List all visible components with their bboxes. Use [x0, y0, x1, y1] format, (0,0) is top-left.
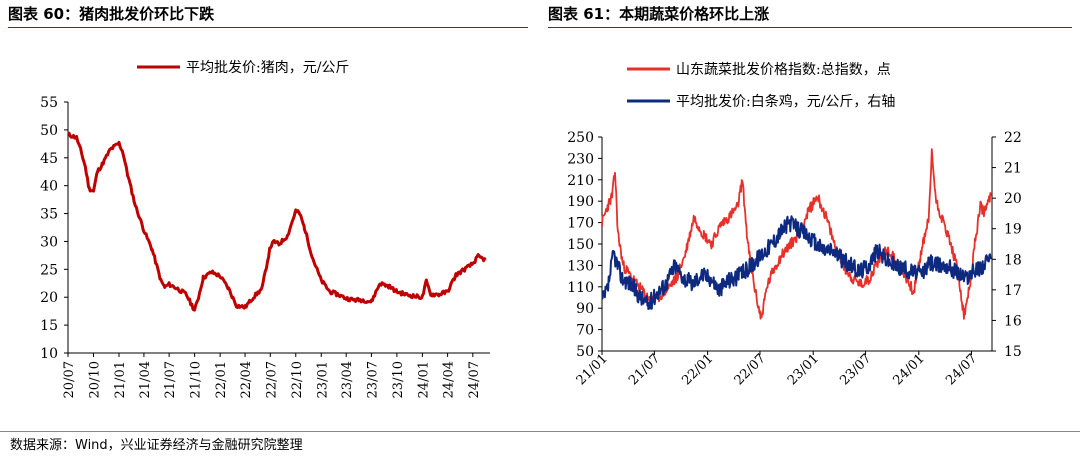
left-x-tick-label: 22/07 — [264, 361, 279, 398]
right-left-y-tick-label: 230 — [567, 151, 594, 167]
left-x-tick-label: 23/07 — [365, 361, 380, 398]
right-left-y-tick-label: 190 — [567, 194, 594, 210]
right-left-y-tick-label: 210 — [567, 173, 594, 189]
legend-label-pork: 平均批发价:猪肉，元/公斤 — [186, 60, 349, 76]
left-pork-price-chart: 平均批发价:猪肉，元/公斤 10 15 20 25 30 35 40 45 50 55 20/07 2… — [40, 60, 490, 398]
left-x-tick-label: 23/01 — [315, 361, 330, 398]
right-x-tick-label: 22/01 — [679, 351, 716, 388]
right-left-y-tick-label: 170 — [567, 216, 594, 232]
right-right-y-tick-label: 21 — [1004, 161, 1022, 177]
right-right-y-tick-label: 16 — [1004, 313, 1022, 329]
left-x-tick-label: 24/01 — [416, 361, 431, 398]
left-y-tick-label: 30 — [40, 234, 58, 250]
right-x-tick-label: 23/01 — [785, 351, 822, 388]
right-left-y-tick-label: 150 — [567, 237, 594, 253]
right-right-y-tick-label: 15 — [1004, 344, 1022, 360]
right-left-y-tick-label: 70 — [576, 323, 594, 339]
left-panel-title: 图表 60：猪肉批发价环比下跌 — [8, 5, 215, 23]
legend-label-vegetable: 山东蔬菜批发价格指数:总指数，点 — [676, 62, 891, 78]
left-x-tick-label: 22/01 — [214, 361, 229, 398]
left-y-tick-label: 50 — [40, 123, 58, 139]
left-x-tick-label: 23/04 — [340, 361, 355, 398]
left-x-tick-label: 20/10 — [87, 361, 102, 398]
left-x-tick-label: 21/07 — [163, 361, 178, 398]
right-panel-title: 图表 61：本期蔬菜价格环比上涨 — [548, 5, 770, 23]
left-title-rule — [8, 27, 528, 28]
right-x-tick-label: 21/07 — [626, 351, 663, 388]
right-right-y-tick-label: 20 — [1004, 191, 1022, 207]
left-x-tick-label: 23/10 — [391, 361, 406, 398]
left-x-tick-label: 22/10 — [290, 361, 305, 398]
left-x-tick-label: 21/10 — [189, 361, 204, 398]
right-left-y-tick-label: 50 — [576, 344, 594, 360]
left-series-line-pork — [67, 131, 487, 312]
left-x-tick-label: 22/04 — [239, 361, 254, 398]
right-right-y-tick-label: 22 — [1004, 130, 1022, 146]
left-legend: 平均批发价:猪肉，元/公斤 — [137, 60, 349, 76]
left-x-tick-label: 20/07 — [62, 361, 77, 398]
right-title-rule — [548, 27, 1072, 28]
right-x-tick-label: 23/07 — [837, 351, 874, 388]
right-left-y-tick-label: 250 — [567, 130, 594, 146]
right-left-y-tick-label: 90 — [576, 301, 594, 317]
right-x-tick-label: 24/07 — [943, 351, 980, 388]
legend-label-chicken: 平均批发价:白条鸡，元/公斤，右轴 — [676, 93, 895, 110]
source-note: 数据来源：Wind，兴业证券经济与金融研究院整理 — [10, 438, 303, 453]
left-y-tick-label: 15 — [40, 318, 58, 334]
right-left-y-tick-label: 110 — [567, 280, 594, 296]
right-series-line-chicken — [601, 215, 992, 310]
left-y-tick-label: 10 — [40, 346, 58, 362]
left-y-tick-label: 45 — [40, 151, 58, 167]
left-x-tick-label: 24/07 — [467, 361, 482, 398]
right-left-y-tick-label: 130 — [567, 258, 594, 274]
footer-rule — [0, 431, 1080, 432]
left-x-tick-label: 21/01 — [113, 361, 128, 398]
right-right-y-tick-label: 19 — [1004, 222, 1022, 238]
left-y-tick-label: 20 — [40, 290, 58, 306]
right-right-y-tick-label: 17 — [1004, 283, 1022, 299]
left-y-tick-label: 40 — [40, 179, 58, 195]
left-x-tick-label: 21/04 — [138, 361, 153, 398]
right-x-tick-label: 22/07 — [732, 351, 769, 388]
right-right-y-tick-label: 18 — [1004, 252, 1022, 268]
left-y-tick-label: 55 — [40, 95, 58, 111]
left-x-tick-label: 24/04 — [442, 361, 457, 398]
left-y-tick-label: 35 — [40, 207, 58, 223]
right-vegetable-chicken-chart: 山东蔬菜批发价格指数:总指数，点 平均批发价:白条鸡，元/公斤，右轴 50 70 9… — [567, 62, 1022, 388]
right-x-tick-label: 24/01 — [891, 351, 928, 388]
left-y-tick-label: 25 — [40, 262, 58, 278]
right-legend: 山东蔬菜批发价格指数:总指数，点 平均批发价:白条鸡，元/公斤，右轴 — [627, 62, 895, 110]
